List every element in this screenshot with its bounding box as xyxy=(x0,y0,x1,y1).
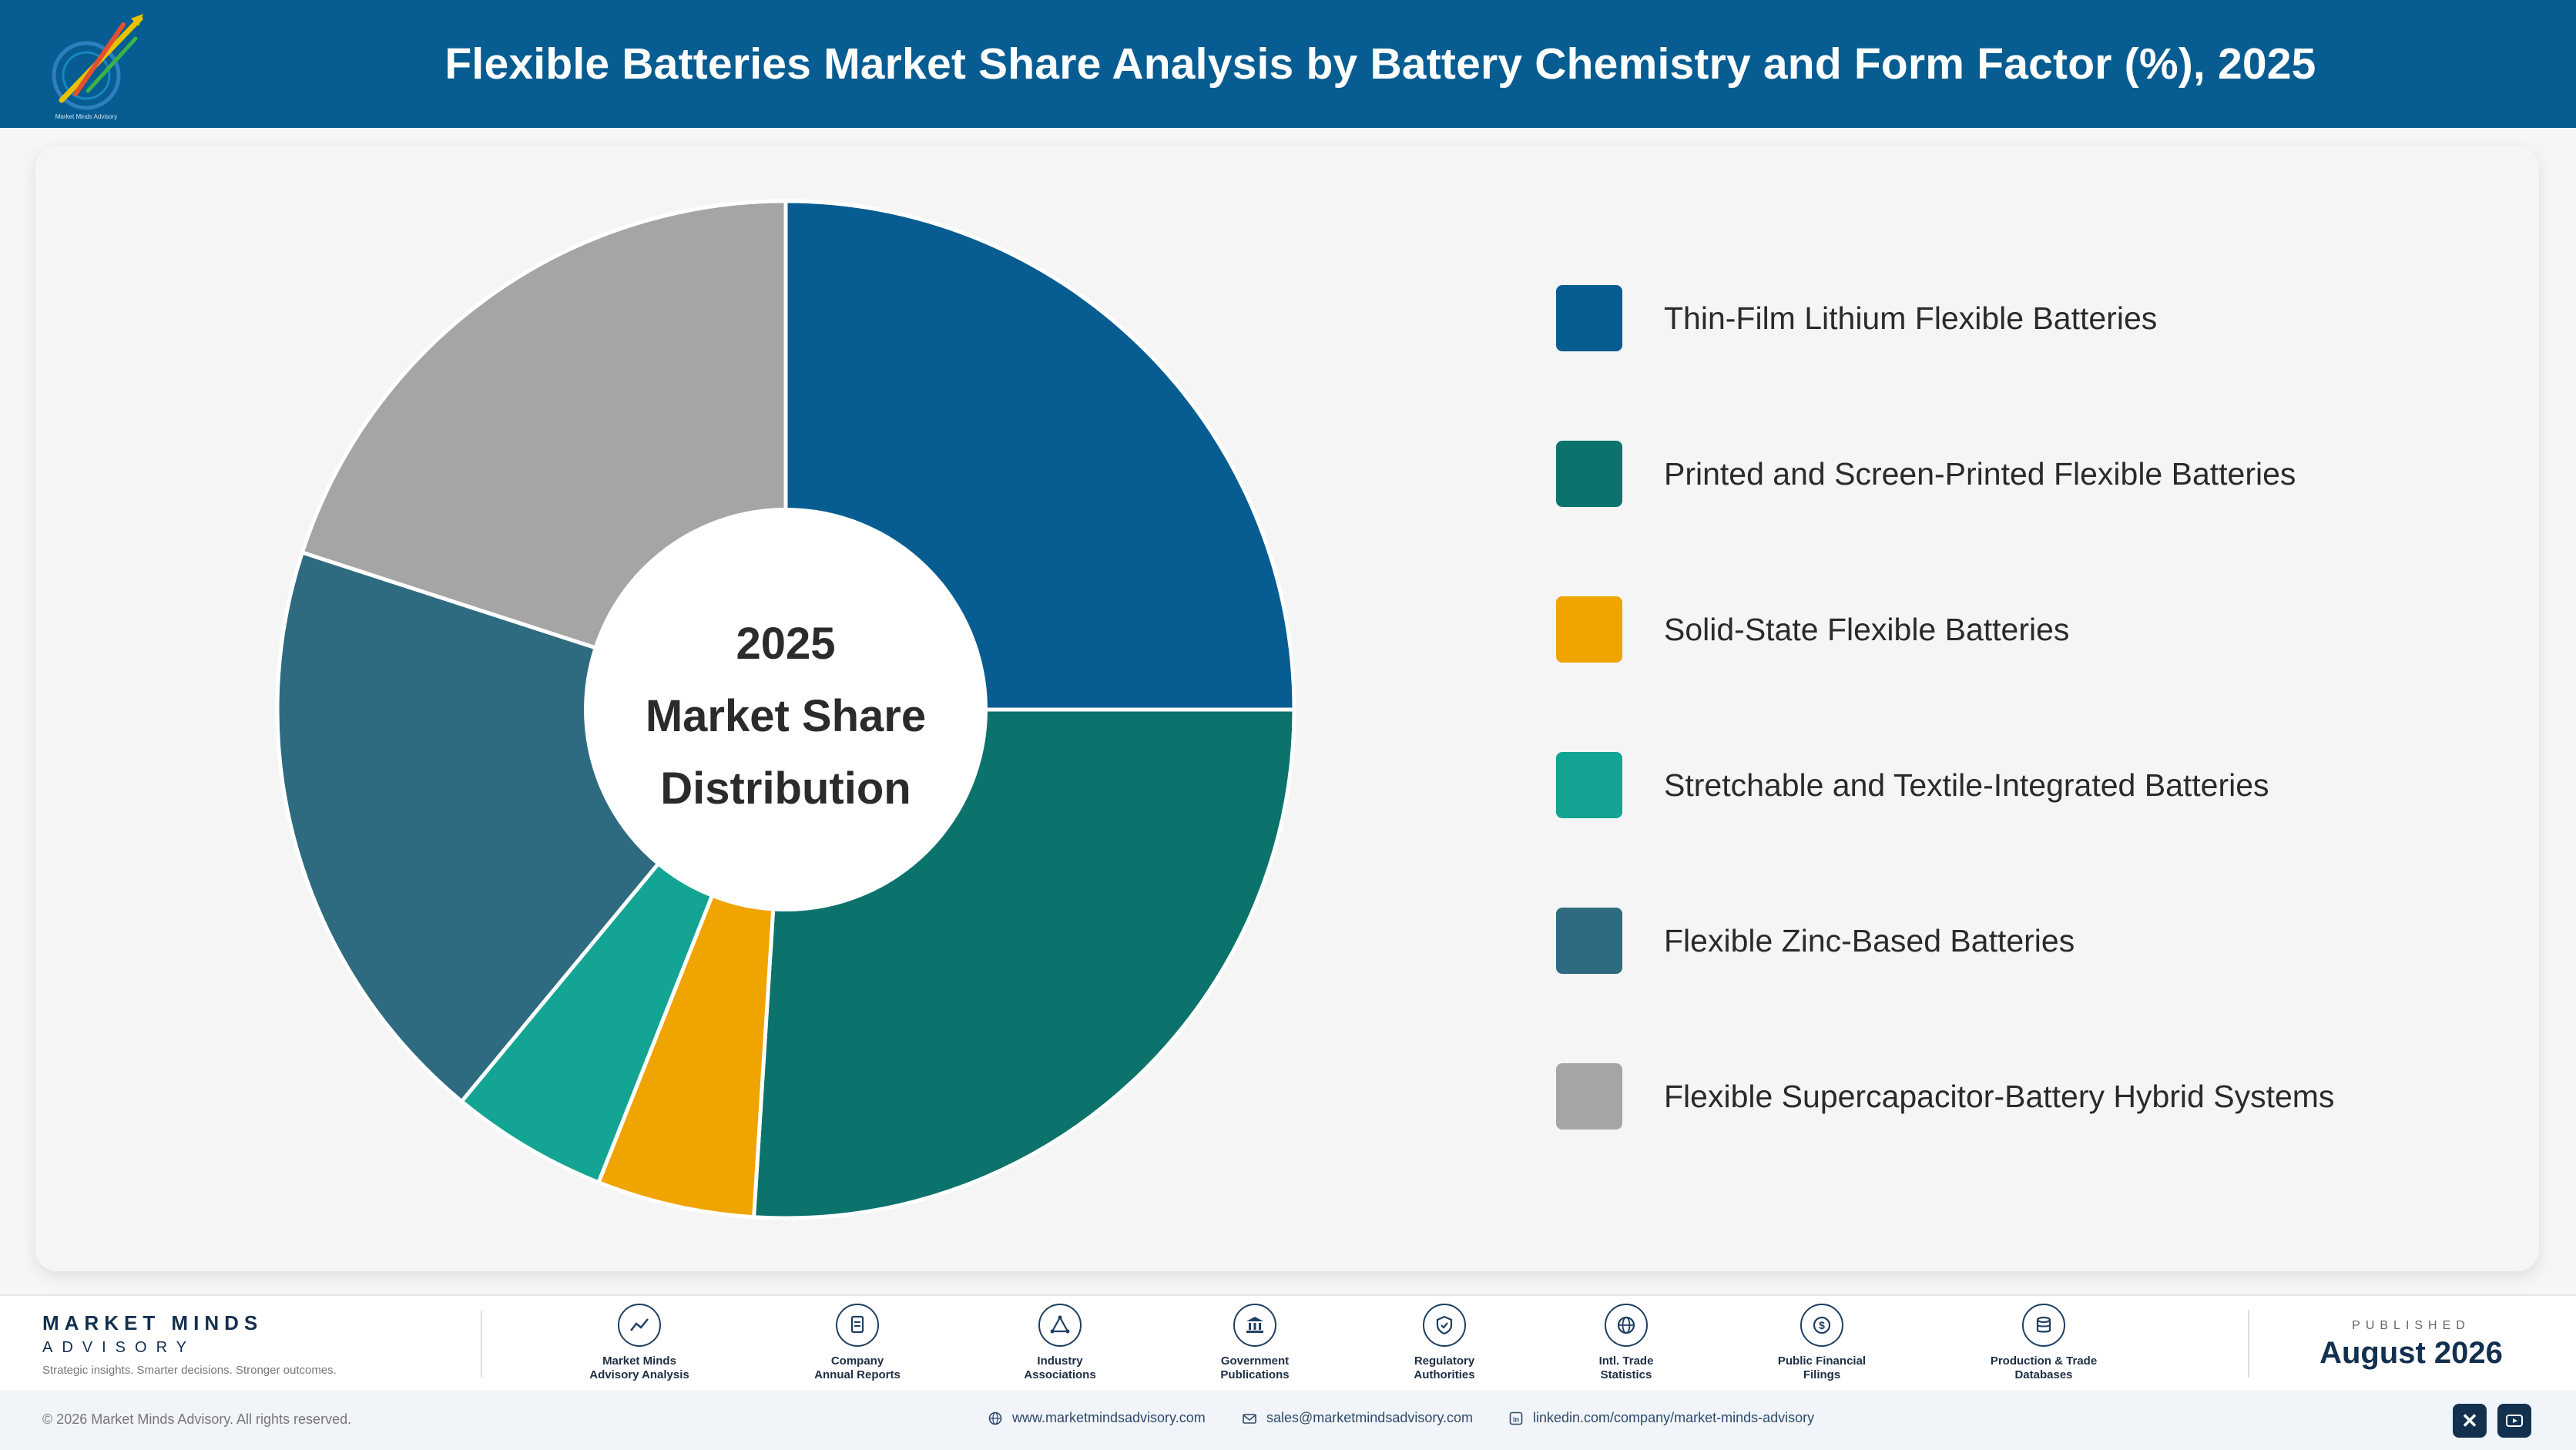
published-date: August 2026 xyxy=(2319,1336,2503,1370)
company-logo: Market Minds Advisory xyxy=(52,14,143,120)
website-link[interactable]: www.marketmindsadvisory.com xyxy=(988,1410,1206,1426)
legend-swatch xyxy=(1556,285,1622,351)
svg-text:$: $ xyxy=(1819,1319,1825,1331)
currency-icon: $ xyxy=(1800,1304,1843,1347)
legend-label: Flexible Zinc-Based Batteries xyxy=(1664,922,2075,958)
source-item: Company Annual Reports xyxy=(773,1304,942,1382)
source-label: Intl. Trade Statistics xyxy=(1598,1354,1654,1381)
source-item: Regulatory Authorities xyxy=(1360,1304,1529,1382)
donut-chart xyxy=(277,201,1294,1219)
legend-swatch xyxy=(1556,596,1622,663)
source-list: Market Minds Advisory Analysis Company A… xyxy=(555,1304,2172,1388)
legend-item: Flexible Supercapacitor-Battery Hybrid S… xyxy=(1556,1063,2334,1129)
source-label: Industry Associations xyxy=(1024,1354,1096,1381)
page-title: Flexible Batteries Market Share Analysis… xyxy=(444,39,2316,89)
linkedin-icon: in xyxy=(1509,1411,1523,1425)
brand-tagline: Strategic insights. Smarter decisions. S… xyxy=(42,1364,337,1377)
email-link[interactable]: sales@marketmindsadvisory.com xyxy=(1242,1410,1473,1426)
footer-divider xyxy=(2248,1310,2249,1378)
donut-center-label: 2025 Market Share Distribution xyxy=(593,609,978,824)
network-icon xyxy=(1038,1304,1082,1347)
copyright-text: © 2026 Market Minds Advisory. All rights… xyxy=(42,1411,352,1427)
source-item: Government Publications xyxy=(1170,1304,1340,1382)
legend-swatch xyxy=(1556,752,1622,818)
legend-swatch xyxy=(1556,908,1622,974)
source-label: Market Minds Advisory Analysis xyxy=(589,1354,689,1381)
email-text: sales@marketmindsadvisory.com xyxy=(1266,1410,1474,1425)
globe-icon xyxy=(1605,1304,1648,1347)
trend-chart-icon xyxy=(618,1304,661,1347)
source-label: Production & Trade Databases xyxy=(1990,1354,2098,1381)
center-year: 2025 xyxy=(736,619,836,669)
footer-sources-bar: MARKET MINDS ADVISORY Strategic insights… xyxy=(0,1294,2576,1390)
source-item: Intl. Trade Statistics xyxy=(1541,1304,1711,1382)
source-label: Regulatory Authorities xyxy=(1414,1354,1475,1381)
source-label: Public Financial Filings xyxy=(1777,1354,1867,1381)
legend-label: Solid-State Flexible Batteries xyxy=(1664,611,2070,647)
website-text: www.marketmindsadvisory.com xyxy=(1012,1410,1206,1425)
linkedin-link[interactable]: in linkedin.com/company/market-minds-adv… xyxy=(1508,1410,1814,1426)
government-building-icon xyxy=(1233,1304,1276,1347)
x-social-icon[interactable]: ✕ xyxy=(2453,1404,2487,1438)
legend-label: Stretchable and Textile-Integrated Batte… xyxy=(1664,767,2269,803)
shield-check-icon xyxy=(1423,1304,1466,1347)
legend-item: Stretchable and Textile-Integrated Batte… xyxy=(1556,752,2334,818)
footer-divider xyxy=(481,1310,482,1378)
linkedin-text: linkedin.com/company/market-minds-adviso… xyxy=(1533,1410,1815,1425)
brand-subtitle: ADVISORY xyxy=(42,1339,196,1356)
legend-label: Printed and Screen-Printed Flexible Batt… xyxy=(1664,455,2296,492)
donut-hole xyxy=(584,508,988,911)
source-label: Company Annual Reports xyxy=(814,1354,901,1381)
legend-item: Solid-State Flexible Batteries xyxy=(1556,596,2334,663)
header-bar: Market Minds Advisory Flexible Batteries… xyxy=(0,0,2576,128)
source-label: Government Publications xyxy=(1220,1354,1290,1381)
database-icon xyxy=(2022,1304,2065,1347)
globe-icon xyxy=(988,1411,1002,1425)
published-label: PUBLISHED xyxy=(2352,1319,2470,1332)
source-item: Production & Trade Databases xyxy=(1959,1304,2128,1382)
legend-label: Flexible Supercapacitor-Battery Hybrid S… xyxy=(1664,1078,2335,1114)
document-icon xyxy=(836,1304,879,1347)
source-item: Industry Associations xyxy=(975,1304,1145,1382)
center-title-line1: Market Share xyxy=(645,691,927,741)
legend-item: Thin-Film Lithium Flexible Batteries xyxy=(1556,285,2334,351)
brand-name: MARKET MINDS xyxy=(42,1311,263,1334)
legend-item: Flexible Zinc-Based Batteries xyxy=(1556,908,2334,974)
legend-item: Printed and Screen-Printed Flexible Batt… xyxy=(1556,441,2334,507)
svg-text:in: in xyxy=(1513,1415,1519,1423)
youtube-icon[interactable] xyxy=(2497,1404,2531,1438)
bottom-bar: © 2026 Market Minds Advisory. All rights… xyxy=(0,1390,2576,1450)
legend-swatch xyxy=(1556,441,1622,507)
svg-text:Market Minds Advisory: Market Minds Advisory xyxy=(55,113,117,120)
source-item: $ Public Financial Filings xyxy=(1737,1304,1907,1382)
source-item: Market Minds Advisory Analysis xyxy=(555,1304,724,1382)
mail-icon xyxy=(1243,1413,1256,1424)
chart-legend: Thin-Film Lithium Flexible Batteries Pri… xyxy=(1556,285,2334,1219)
center-title-line2: Distribution xyxy=(660,764,911,814)
legend-label: Thin-Film Lithium Flexible Batteries xyxy=(1664,300,2158,336)
legend-swatch xyxy=(1556,1063,1622,1129)
